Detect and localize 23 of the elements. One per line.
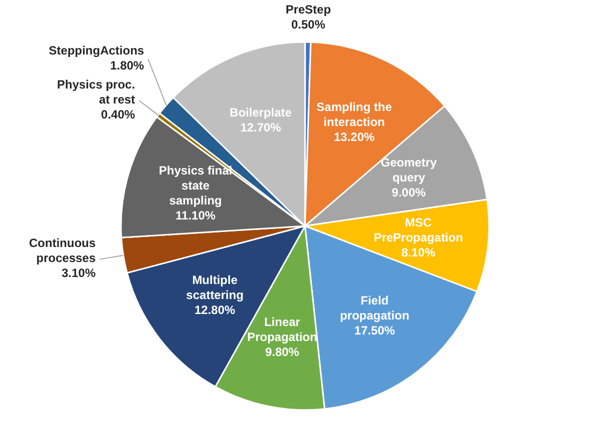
slice-label: Boilerplate <box>230 106 292 120</box>
data-label: 11.10% <box>176 208 216 222</box>
slice-label: Field propagation <box>340 294 410 323</box>
slice-label: Continuous processes <box>29 236 96 266</box>
slice-label: PreStep <box>286 2 331 17</box>
data-label: 9.00% <box>392 186 426 200</box>
data-label: 0.50% <box>291 18 326 32</box>
slice-label: Sampling the interaction <box>316 100 392 130</box>
data-label: 3.10% <box>62 266 96 280</box>
data-label: 12.80% <box>194 303 236 318</box>
data-label: 0.40% <box>101 108 136 122</box>
data-label: 8.10% <box>401 246 436 260</box>
slice-label: Multiple scattering <box>186 273 244 302</box>
data-label: 9.80% <box>265 344 300 359</box>
slice-label: Linear Propagation <box>247 314 318 344</box>
data-label: 13.20% <box>334 130 375 144</box>
data-label: 12.70% <box>240 120 282 135</box>
data-label: 1.80% <box>110 58 144 73</box>
slice-label: Geometry query <box>380 156 438 185</box>
slice-label: SteppingActions <box>48 44 144 58</box>
slice-label: Physics proc. at rest <box>57 78 136 107</box>
data-label: 17.50% <box>354 324 396 338</box>
slice-label: MSC PrePropagation <box>374 216 464 245</box>
